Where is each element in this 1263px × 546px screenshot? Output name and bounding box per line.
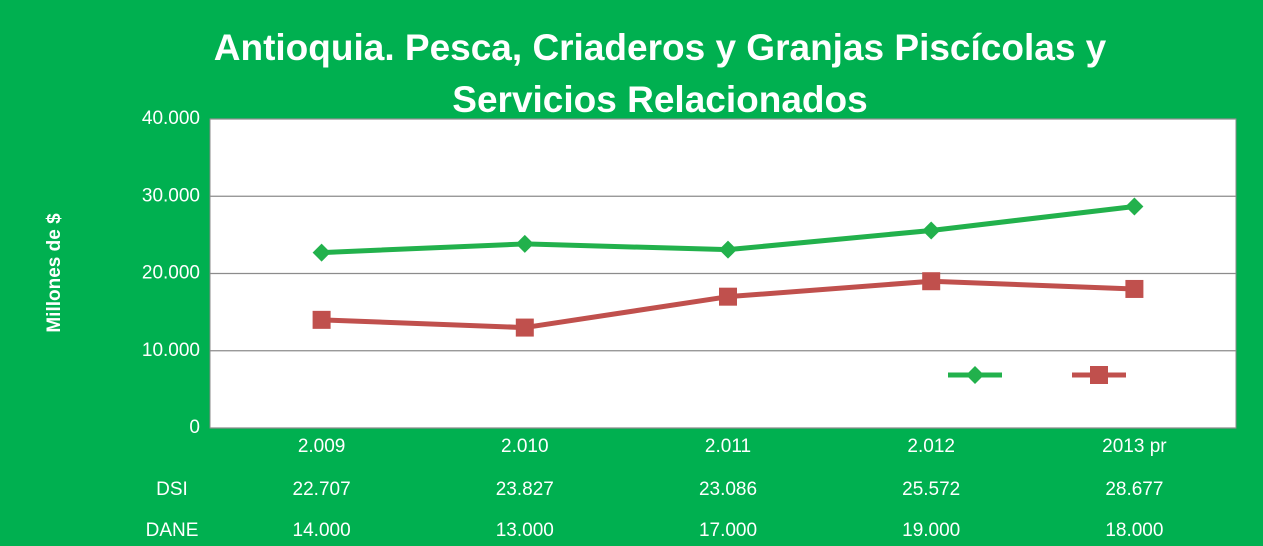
table-value: 23.827 — [496, 479, 554, 500]
legend-label: DANE — [1130, 364, 1183, 385]
x-tick-label: 2.012 — [907, 436, 955, 457]
table-value: 18.000 — [1105, 520, 1163, 541]
data-point — [719, 287, 737, 306]
legend-marker — [966, 366, 984, 384]
y-axis-label: Millones de $ — [44, 213, 65, 333]
table-value: 14.000 — [293, 520, 351, 541]
x-tick-label: 2.010 — [501, 436, 549, 457]
table-row-label: DSI — [156, 479, 188, 500]
legend-marker — [1090, 366, 1108, 384]
x-tick-label: 2.011 — [705, 436, 751, 457]
table-row-label: DANE — [146, 520, 199, 541]
table-value: 13.000 — [496, 520, 554, 541]
data-point — [1125, 279, 1144, 298]
chart-title: Antioquia. Pesca, Criaderos y Granjas Pi… — [213, 27, 1107, 120]
data-point — [922, 221, 941, 240]
table-value: 25.572 — [902, 479, 960, 500]
y-tick-label: 40.000 — [142, 108, 200, 129]
data-point — [922, 272, 941, 291]
y-tick-label: 10.000 — [142, 340, 200, 361]
x-tick-label: 2013 pr — [1102, 436, 1167, 457]
legend-label: DSI — [1006, 364, 1038, 385]
y-tick-label: 20.000 — [142, 263, 200, 284]
y-tick-label: 30.000 — [142, 185, 200, 206]
data-point — [312, 243, 331, 262]
table-value: 22.707 — [293, 479, 351, 500]
x-tick-label: 2.009 — [298, 436, 346, 457]
table-value: 28.677 — [1105, 479, 1163, 500]
table-value: 23.086 — [699, 479, 757, 500]
data-point — [515, 318, 534, 337]
table-value: 17.000 — [699, 520, 757, 541]
data-point — [515, 234, 534, 253]
y-tick-label: 0 — [189, 417, 200, 438]
data-point — [312, 310, 331, 329]
table-value: 19.000 — [902, 520, 960, 541]
data-point — [1125, 197, 1144, 216]
data-point — [719, 240, 737, 259]
